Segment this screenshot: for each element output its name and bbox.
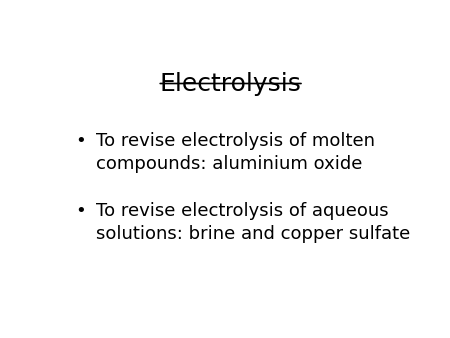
Text: To revise electrolysis of aqueous
solutions: brine and copper sulfate: To revise electrolysis of aqueous soluti…: [96, 202, 410, 243]
Text: Electrolysis: Electrolysis: [160, 72, 302, 96]
Text: To revise electrolysis of molten
compounds: aluminium oxide: To revise electrolysis of molten compoun…: [96, 132, 375, 173]
Text: •: •: [75, 202, 86, 220]
Text: •: •: [75, 132, 86, 150]
